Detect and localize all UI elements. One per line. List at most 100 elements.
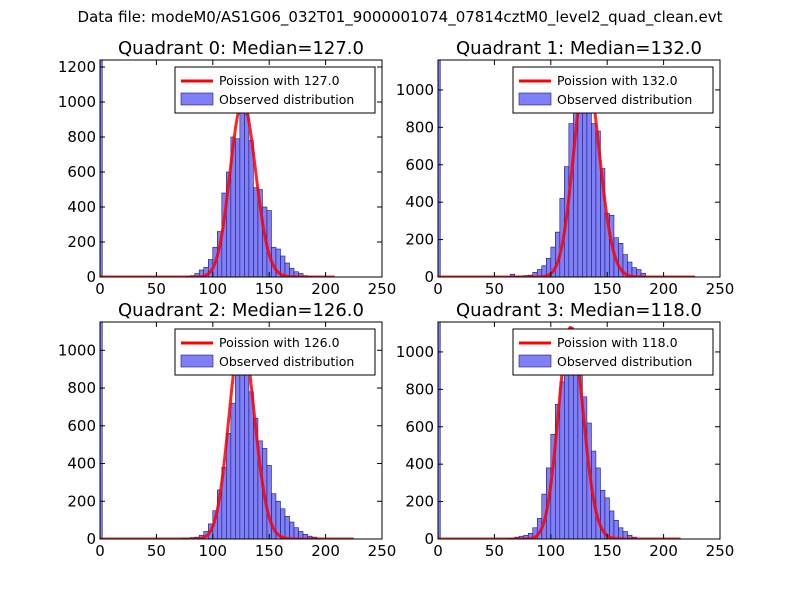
axes-frame — [437, 59, 721, 278]
histogram-bar — [613, 519, 619, 539]
legend-label-poisson: Poission with 132.0 — [557, 73, 678, 88]
y-tick-label: 1000 — [396, 81, 434, 99]
histogram-bar — [609, 510, 615, 539]
histogram-bar — [293, 527, 299, 539]
legend-bar-swatch — [518, 354, 552, 368]
x-tick-label: 100 — [536, 542, 565, 560]
histogram-bar — [595, 467, 601, 539]
x-tick-label: 50 — [485, 542, 504, 560]
x-tick-label: 150 — [593, 542, 622, 560]
poisson-curve — [100, 100, 335, 277]
y-tick-label: 1000 — [396, 343, 434, 361]
y-tick-label: 1000 — [58, 93, 96, 111]
y-tick-label: 800 — [67, 379, 96, 397]
legend-label-observed: Observed distribution — [219, 92, 354, 107]
panel-title: Quadrant 2: Median=126.0 — [118, 300, 364, 321]
y-tick-label: 400 — [405, 455, 434, 473]
y-tick-label: 0 — [424, 530, 434, 548]
histogram-bar — [244, 113, 250, 277]
histogram-bar — [248, 391, 254, 539]
x-tick-label: 250 — [706, 542, 735, 560]
histogram-bar — [586, 104, 592, 277]
x-tick-label: 250 — [368, 542, 397, 560]
legend-box — [174, 328, 376, 376]
legend-label-observed: Observed distribution — [557, 92, 692, 107]
y-tick-label: 400 — [67, 198, 96, 216]
y-tick-label: 200 — [405, 231, 434, 249]
panel-title: Quadrant 3: Median=118.0 — [456, 300, 702, 321]
y-tick-label: 0 — [86, 268, 96, 286]
histogram-bar — [298, 273, 304, 277]
histogram-bar — [564, 351, 570, 539]
y-tick-label: 0 — [86, 530, 96, 548]
histogram-bar — [100, 60, 103, 277]
histogram-bar — [230, 402, 236, 539]
x-tick-label: 0 — [95, 280, 105, 298]
quadrant-0-plot: 0 50 100 150 200 250 0 200 400 600 800 1000 1200 Quad… — [58, 38, 397, 298]
poisson-curve — [438, 71, 696, 277]
x-tick-label: 200 — [311, 280, 340, 298]
y-tick-label: 600 — [67, 163, 96, 181]
histogram-bar — [235, 138, 241, 277]
x-tick-label: 0 — [433, 280, 443, 298]
histogram-bar — [280, 508, 286, 539]
legend-label-poisson: Poission with 126.0 — [219, 335, 340, 350]
quadrant-1-plot: 0 50 100 150 200 250 0 200 400 600 800 1000 Quadrant… — [396, 38, 735, 298]
y-tick-label: 200 — [67, 233, 96, 251]
x-tick-label: 100 — [198, 542, 227, 560]
legend-box — [512, 66, 714, 114]
x-tick-label: 50 — [147, 280, 166, 298]
axes-frame — [99, 321, 383, 540]
histogram-bar — [284, 516, 290, 539]
x-tick-label: 100 — [536, 280, 565, 298]
x-tick-label: 0 — [95, 542, 105, 560]
plot-area — [100, 60, 335, 277]
legend-box — [174, 66, 376, 114]
x-tick-label: 250 — [368, 280, 397, 298]
legend-label-poisson: Poission with 127.0 — [219, 73, 340, 88]
legend-label-poisson: Poission with 118.0 — [557, 335, 678, 350]
legend-bar-swatch — [518, 92, 552, 106]
histogram-bar — [248, 140, 254, 277]
x-tick-label: 250 — [706, 280, 735, 298]
poisson-curve — [100, 333, 354, 539]
y-tick-label: 200 — [405, 493, 434, 511]
y-tick-label: 800 — [67, 128, 96, 146]
legend-bar-swatch — [180, 354, 214, 368]
histogram-bar — [559, 381, 565, 539]
y-tick-label: 800 — [405, 118, 434, 136]
legend-box — [512, 328, 714, 376]
legend-label-observed: Observed distribution — [557, 354, 692, 369]
y-tick-label: 0 — [424, 268, 434, 286]
x-tick-label: 200 — [649, 542, 678, 560]
y-tick-label: 1000 — [58, 341, 96, 359]
x-tick-label: 0 — [433, 542, 443, 560]
axes-frame — [437, 321, 721, 540]
legend-label-observed: Observed distribution — [219, 354, 354, 369]
histogram-bar — [591, 123, 597, 277]
x-tick-label: 50 — [485, 280, 504, 298]
y-tick-label: 800 — [405, 380, 434, 398]
histogram-bar — [438, 322, 441, 539]
x-tick-label: 200 — [311, 542, 340, 560]
histogram-bar — [289, 521, 295, 539]
y-tick-label: 600 — [405, 418, 434, 436]
x-tick-label: 100 — [198, 280, 227, 298]
histogram-bar — [253, 187, 259, 277]
panel-title: Quadrant 1: Median=132.0 — [456, 38, 702, 59]
histogram-bar — [573, 353, 579, 539]
x-tick-label: 150 — [593, 280, 622, 298]
y-tick-label: 600 — [405, 156, 434, 174]
panel-title: Quadrant 0: Median=127.0 — [118, 38, 364, 59]
x-tick-label: 50 — [147, 542, 166, 560]
quadrant-2-plot: 0 50 100 150 200 250 0 200 400 600 800 1000 Quadrant… — [58, 300, 397, 560]
y-tick-label: 400 — [405, 193, 434, 211]
y-tick-label: 1200 — [58, 58, 96, 76]
histogram-bar — [235, 368, 241, 539]
figure-title: Data file: modeM0/AS1G06_032T01_90000010… — [77, 8, 723, 26]
axes-frame — [99, 59, 383, 278]
legend-bar-swatch — [180, 92, 214, 106]
y-tick-label: 400 — [67, 455, 96, 473]
x-tick-label: 200 — [649, 280, 678, 298]
